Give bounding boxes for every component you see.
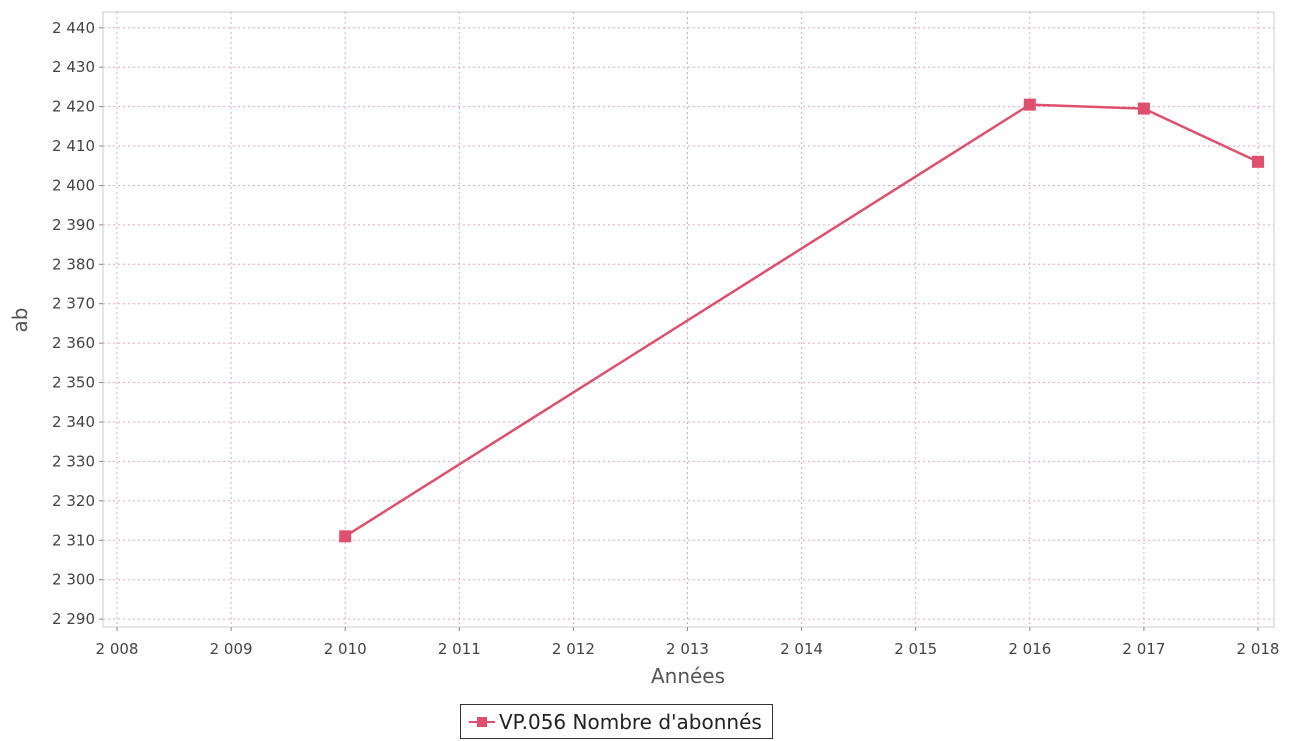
y-tick-label: 2 440	[52, 19, 95, 37]
y-tick-label: 2 330	[52, 452, 95, 470]
x-tick-label: 2 010	[324, 640, 367, 658]
x-axis-title: Années	[651, 664, 725, 688]
series-line	[344, 103, 1259, 538]
line-chart: 2 290 2 300 2 310 2 320 2 330 2 340 2 350 2 360…	[8, 11, 1280, 688]
y-tick-label: 2 410	[52, 137, 95, 155]
y-tick-label: 2 400	[52, 176, 95, 194]
y-axis-title: ab	[8, 308, 32, 333]
x-tick-label: 2 016	[1008, 640, 1051, 658]
y-tick-label: 2 360	[52, 334, 95, 352]
x-tick-label: 2 018	[1237, 640, 1280, 658]
y-tick-label: 2 300	[52, 571, 95, 589]
data-point	[1252, 155, 1264, 168]
y-tick-label: 2 380	[52, 255, 95, 273]
series-layer	[339, 98, 1264, 543]
grid	[103, 12, 1274, 627]
x-tick-label: 2 014	[780, 640, 823, 658]
x-tick-label: 2 012	[552, 640, 595, 658]
y-tick-label: 2 430	[52, 58, 95, 76]
x-tick-label: 2 011	[438, 640, 481, 658]
data-point	[339, 530, 352, 543]
y-tick-label: 2 420	[52, 98, 95, 116]
legend-label: VP.056 Nombre d'abonnés	[499, 709, 762, 734]
y-tick-label: 2 310	[52, 531, 95, 549]
y-tick-label: 2 350	[52, 374, 95, 392]
y-tick-label: 2 290	[52, 610, 95, 628]
x-tick-label: 2 009	[210, 640, 253, 658]
x-tick-label: 2 008	[96, 640, 139, 658]
y-tick-label: 2 320	[52, 492, 95, 510]
x-tick-label: 2 015	[894, 640, 937, 658]
y-tick-label: 2 340	[52, 413, 95, 431]
y-tick-label: 2 390	[52, 216, 95, 234]
y-tick-label: 2 370	[52, 295, 95, 313]
x-tick-label: 2 017	[1122, 640, 1165, 658]
legend: VP.056 Nombre d'abonnés	[460, 704, 773, 739]
x-tick-label: 2 013	[666, 640, 709, 658]
x-axis-ticks: 2 008 2 009 2 010 2 011 2 012 2 013 2 014 2 015…	[96, 627, 1280, 658]
data-point	[1023, 98, 1036, 111]
data-point	[1137, 102, 1150, 115]
legend-swatch	[469, 715, 495, 729]
y-axis-ticks: 2 290 2 300 2 310 2 320 2 330 2 340 2 350 2 360…	[52, 19, 103, 628]
